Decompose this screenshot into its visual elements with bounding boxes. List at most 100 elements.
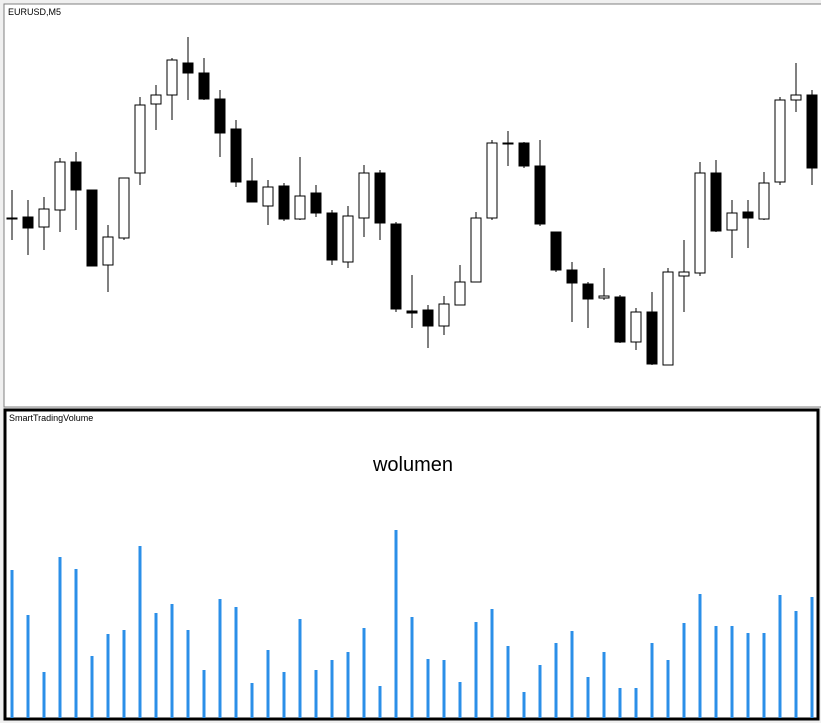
candle-body — [342, 215, 354, 263]
candle-body — [38, 208, 50, 228]
volume-bar — [298, 619, 302, 718]
volume-bar — [26, 615, 30, 718]
volume-bar — [698, 594, 702, 718]
candle-body — [774, 99, 786, 183]
candle-body — [806, 94, 818, 169]
volume-bar — [138, 546, 142, 718]
candle-body — [406, 310, 418, 314]
candle-body — [6, 217, 18, 220]
volume-bar — [314, 670, 318, 718]
candle-body — [662, 271, 674, 366]
volume-bar — [810, 597, 814, 718]
volume-bar — [730, 626, 734, 718]
candle-body — [726, 212, 738, 231]
candle-body — [166, 59, 178, 96]
volume-bar — [490, 609, 494, 718]
volume-bar — [666, 660, 670, 718]
volume-bar — [778, 595, 782, 718]
volume-bar — [90, 656, 94, 718]
volume-bar — [42, 672, 46, 718]
volume-bar — [330, 660, 334, 718]
candle-body — [486, 142, 498, 219]
volume-bar — [762, 633, 766, 718]
candle-body — [390, 223, 402, 310]
volume-bar — [554, 643, 558, 718]
candle-body — [550, 231, 562, 271]
candle-body — [502, 142, 514, 145]
volume-bar — [570, 631, 574, 718]
candle-body — [470, 217, 482, 283]
candle-body — [614, 296, 626, 343]
annotation: wolumen — [372, 454, 453, 476]
indicator-title: SmartTradingVolume — [9, 413, 93, 423]
volume-bar — [618, 688, 622, 718]
candle-body — [358, 172, 370, 219]
volume-bar — [650, 643, 654, 718]
candle-body — [310, 192, 322, 214]
candle-body — [70, 161, 82, 191]
volume-bar — [250, 683, 254, 718]
volume-bar — [682, 623, 686, 718]
candle-body — [374, 172, 386, 224]
volume-bar — [218, 599, 222, 718]
volume-bar — [586, 677, 590, 718]
volume-bar — [282, 672, 286, 718]
candle-body — [230, 128, 242, 183]
candle-body — [454, 281, 466, 306]
candle-body — [646, 311, 658, 365]
volume-bar — [794, 611, 798, 718]
volume-bar — [394, 530, 398, 718]
candle-body — [214, 98, 226, 134]
candle-body — [758, 182, 770, 220]
volume-bar — [154, 613, 158, 718]
candle-body — [438, 303, 450, 327]
volume-bar — [122, 630, 126, 718]
candle-body — [566, 269, 578, 284]
volume-bar — [106, 634, 110, 718]
volume-bar — [346, 652, 350, 718]
volume-bar — [746, 633, 750, 718]
candle-body — [598, 295, 610, 299]
volume-bar — [538, 665, 542, 718]
volume-bar — [522, 692, 526, 718]
candle-body — [86, 189, 98, 267]
candle-body — [710, 172, 722, 232]
volume-bar — [202, 670, 206, 718]
candle-body — [22, 216, 34, 229]
price-panel — [3, 3, 821, 408]
candle-body — [582, 283, 594, 300]
candle-body — [630, 311, 642, 343]
volume-bar — [362, 628, 366, 718]
candle-body — [134, 104, 146, 174]
candle-body — [182, 62, 194, 74]
volume-bar — [74, 569, 78, 718]
candle-body — [518, 142, 530, 167]
candle-body — [422, 309, 434, 327]
volume-bar — [458, 682, 462, 718]
candle-body — [278, 185, 290, 220]
candle-body — [694, 172, 706, 274]
volume-bar — [10, 570, 14, 718]
volume-bar — [506, 646, 510, 718]
volume-bar — [186, 630, 190, 718]
volume-bar — [426, 659, 430, 718]
candle-body — [678, 271, 690, 277]
volume-bar — [714, 626, 718, 718]
candle-body — [534, 165, 546, 225]
volume-bar — [474, 622, 478, 718]
candle-body — [742, 211, 754, 219]
candle-body — [102, 236, 114, 266]
candle-body — [118, 177, 130, 239]
candle-body — [262, 186, 274, 207]
candle-body — [294, 195, 306, 220]
candle-body — [326, 212, 338, 261]
volume-bar — [58, 557, 62, 718]
volume-bar — [634, 688, 638, 718]
chart-title: EURUSD,M5 — [8, 7, 61, 17]
volume-bar — [378, 686, 382, 718]
volume-bar — [442, 660, 446, 718]
volume-bar — [170, 604, 174, 718]
candle-body — [790, 94, 802, 101]
